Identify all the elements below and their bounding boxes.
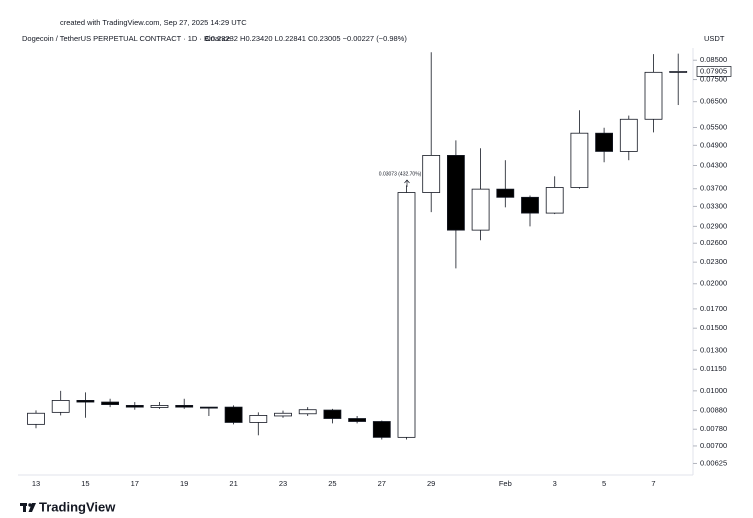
x-tick-label: 21 xyxy=(229,479,237,488)
y-tick-label: 0.02000 xyxy=(700,279,727,288)
x-tick-label: 13 xyxy=(32,479,40,488)
y-tick-label: 0.03700 xyxy=(700,184,727,193)
candle-body xyxy=(545,187,564,214)
logo-part xyxy=(23,503,26,512)
y-tick-label: 0.03300 xyxy=(700,201,727,210)
y-tick-label: 0.07500 xyxy=(700,75,727,84)
y-tick-label: 0.02900 xyxy=(700,221,727,230)
candle-body xyxy=(570,132,589,188)
candle-body xyxy=(27,412,45,425)
x-tick-label: 19 xyxy=(180,479,188,488)
x-tick-label: 3 xyxy=(553,479,557,488)
candle-body xyxy=(101,401,119,405)
candle-body xyxy=(521,196,539,214)
y-tick-label: 0.04900 xyxy=(700,140,727,149)
y-tick-label: 0.04300 xyxy=(700,160,727,169)
candle-body xyxy=(446,155,465,231)
candle-body xyxy=(298,409,317,415)
x-tick-label: 17 xyxy=(131,479,139,488)
candle-body xyxy=(471,188,490,231)
y-tick-label: 0.00780 xyxy=(700,424,727,433)
candle-body xyxy=(669,71,688,73)
y-tick-label: 0.00700 xyxy=(700,441,727,450)
ohlc-legend: O0.23232 H0.23420 L0.22841 C0.23005 −0.0… xyxy=(205,34,407,43)
brand-name: TradingView xyxy=(39,499,116,514)
y-tick-label: 0.01300 xyxy=(700,345,727,354)
candle-body xyxy=(595,132,613,152)
x-tick-label: 7 xyxy=(651,479,655,488)
candle-body xyxy=(76,400,95,403)
candle-body xyxy=(496,188,515,198)
candle-body xyxy=(274,412,292,417)
candle-body xyxy=(175,405,194,408)
candle-body xyxy=(422,155,441,193)
chart-title: Dogecoin / TetherUS PERPETUAL CONTRACT ·… xyxy=(22,34,231,43)
candle-body xyxy=(150,405,169,408)
y-tick-label: 0.00625 xyxy=(700,458,727,467)
logo-part xyxy=(28,503,32,507)
x-tick-label: Feb xyxy=(499,479,512,488)
y-tick-label: 0.01150 xyxy=(700,364,727,373)
x-tick-label: 5 xyxy=(602,479,606,488)
y-tick-label: 0.02600 xyxy=(700,238,727,247)
candle-body xyxy=(323,409,342,419)
y-tick-label: 0.06500 xyxy=(700,97,727,106)
created-note: created with TradingView.com, Sep 27, 20… xyxy=(60,18,247,27)
x-tick-label: 25 xyxy=(328,479,336,488)
x-tick-label: 23 xyxy=(279,479,287,488)
x-tick-label: 29 xyxy=(427,479,435,488)
candle-body xyxy=(249,415,268,423)
y-tick-label: 0.01700 xyxy=(700,304,727,313)
last-price-box xyxy=(696,66,732,77)
candle-body xyxy=(397,192,416,438)
brand-logo: TradingView xyxy=(20,499,116,514)
candle-body xyxy=(348,418,367,422)
y-tick-label: 0.02300 xyxy=(700,257,727,266)
y-tick-label: 0.08500 xyxy=(700,55,727,64)
candle-body xyxy=(199,406,218,409)
candle-body xyxy=(644,71,663,120)
candle-body xyxy=(51,400,70,413)
candle-body xyxy=(372,421,391,438)
x-tick-label: 15 xyxy=(81,479,89,488)
last-price-label: 0.07905 xyxy=(700,66,727,75)
candle-body xyxy=(224,406,243,423)
x-tick-label: 27 xyxy=(378,479,386,488)
candle-body xyxy=(125,405,144,408)
y-tick-label: 0.01000 xyxy=(700,386,727,395)
y-tick-label: 0.00880 xyxy=(700,406,727,415)
annotation-arrow xyxy=(404,179,410,187)
logo-part xyxy=(28,503,36,512)
candle-body xyxy=(619,118,638,152)
y-axis-label: USDT xyxy=(704,34,725,43)
annotation: 0.03073 (432.70%) 3,073 xyxy=(379,171,436,177)
y-tick-label: 0.01500 xyxy=(700,323,727,332)
y-tick-label: 0.05500 xyxy=(700,122,727,131)
